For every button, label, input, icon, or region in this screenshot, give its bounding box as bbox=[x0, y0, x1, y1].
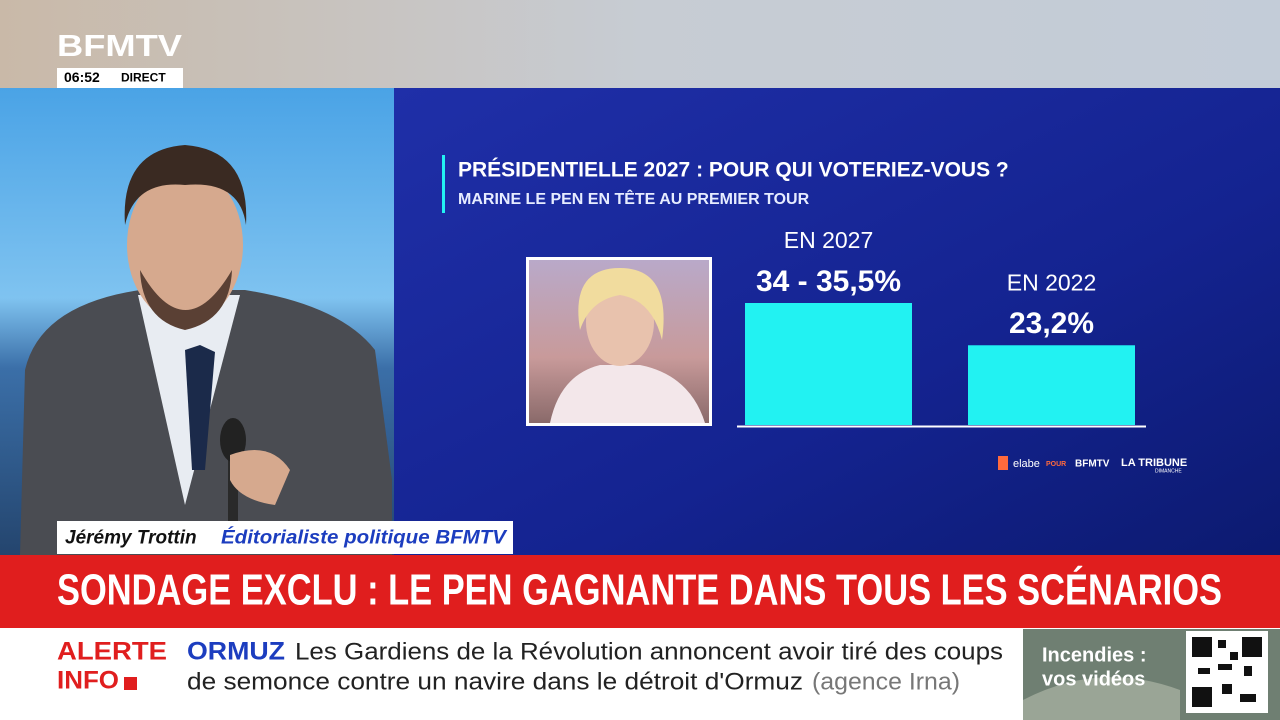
headline: SONDAGE EXCLU : LE PEN GAGNANTE DANS TOU… bbox=[57, 565, 1222, 615]
live-tag: DIRECT bbox=[121, 71, 166, 85]
promo-line-1: Incendies : bbox=[1042, 644, 1146, 666]
top-band bbox=[0, 0, 1280, 88]
candidate-photo bbox=[526, 257, 712, 426]
clock-box bbox=[57, 68, 183, 88]
category-label: EN 2027 bbox=[784, 227, 874, 253]
ticker-topic: ORMUZ bbox=[187, 638, 285, 666]
bar bbox=[745, 303, 912, 425]
value-label: 23,2% bbox=[1009, 307, 1094, 340]
pollster-icon bbox=[998, 456, 1008, 470]
clock: 06:52 bbox=[64, 69, 100, 85]
guest-role: Éditorialiste politique BFMTV bbox=[221, 527, 507, 549]
bar-chart: 34 - 35,5% EN 2027 23,2% EN 2022 bbox=[745, 227, 1135, 425]
chart-subtitle: MARINE LE PEN EN TÊTE AU PREMIER TOUR bbox=[458, 189, 810, 208]
promo-line-2: vos vidéos bbox=[1042, 668, 1145, 690]
ticker-source: (agence Irna) bbox=[812, 668, 960, 695]
ticker-line-1: Les Gardiens de la Révolution annoncent … bbox=[295, 638, 1003, 665]
promo[interactable]: Incendies : vos vidéos bbox=[1023, 629, 1280, 720]
category-label: EN 2022 bbox=[1007, 269, 1097, 295]
title-accent bbox=[442, 155, 445, 213]
alert-square bbox=[124, 677, 137, 690]
headline-band bbox=[0, 555, 1280, 628]
alert-label: ALERTE bbox=[57, 638, 167, 666]
qr-pattern bbox=[1192, 637, 1262, 707]
chart-title: PRÉSIDENTIELLE 2027 : POUR QUI VOTERIEZ-… bbox=[458, 159, 1009, 182]
media-2: LA TRIBUNE bbox=[1121, 457, 1187, 469]
credits: elabe POUR BFMTV LA TRIBUNE DIMANCHE bbox=[998, 456, 1187, 474]
media-2-sub: DIMANCHE bbox=[1155, 468, 1182, 474]
pollster: elabe bbox=[1013, 458, 1040, 470]
media-1: BFMTV bbox=[1075, 459, 1110, 470]
studio-image bbox=[0, 88, 394, 555]
name-strip bbox=[57, 521, 513, 554]
bar bbox=[968, 345, 1135, 425]
ticker-line-2: de semonce contre un navire dans le détr… bbox=[187, 668, 803, 695]
channel-logo: BFMTV bbox=[57, 28, 182, 63]
value-label: 34 - 35,5% bbox=[756, 265, 901, 298]
guest-name: Jérémy Trottin bbox=[65, 528, 197, 549]
connector: POUR bbox=[1046, 461, 1066, 468]
alert-label-2: INFO bbox=[57, 667, 119, 695]
